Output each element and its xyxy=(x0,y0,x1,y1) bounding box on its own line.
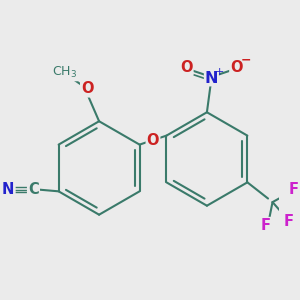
Text: N: N xyxy=(2,182,14,197)
Text: O: O xyxy=(81,81,94,96)
Text: N: N xyxy=(205,70,218,86)
Text: −: − xyxy=(240,54,251,67)
Text: F: F xyxy=(284,214,294,230)
Text: O: O xyxy=(147,133,159,148)
Text: O: O xyxy=(230,60,243,75)
Text: O: O xyxy=(180,60,193,75)
Text: F: F xyxy=(289,182,299,197)
Text: +: + xyxy=(215,67,224,77)
Text: C: C xyxy=(28,182,39,197)
Text: F: F xyxy=(260,218,270,233)
Text: CH$_3$: CH$_3$ xyxy=(52,65,77,80)
